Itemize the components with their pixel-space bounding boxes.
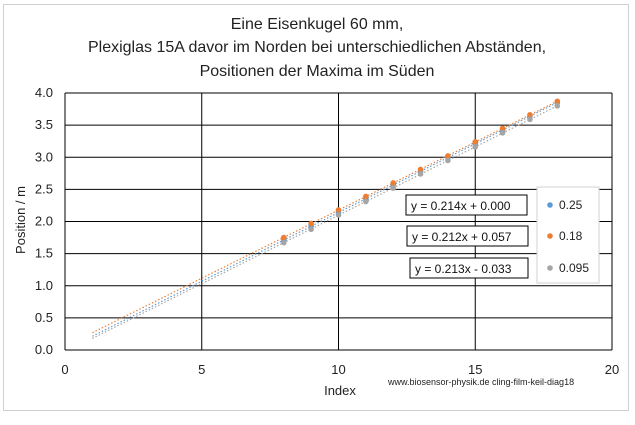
trendlines <box>92 100 558 339</box>
title-line-3: Positionen der Maxima im Süden <box>200 63 435 80</box>
y-tick-label: 1.0 <box>35 278 53 293</box>
y-axis-title: Position / m <box>13 186 28 254</box>
point-1-8 <box>499 125 506 132</box>
trendline-1 <box>92 100 558 334</box>
point-1-9 <box>527 112 533 118</box>
x-tick-label: 20 <box>605 362 619 377</box>
point-2-3 <box>363 198 369 205</box>
point-2-0 <box>281 239 287 246</box>
point-2-6 <box>445 157 451 164</box>
point-1-3 <box>363 193 369 200</box>
equation-box-2 <box>409 257 529 279</box>
legend-marker-1 <box>547 233 553 239</box>
point-1-7 <box>472 139 479 145</box>
trendline-0 <box>92 101 558 337</box>
point-1-5 <box>417 166 424 173</box>
y-tick-label: 1.5 <box>35 246 53 261</box>
point-1-4 <box>390 180 397 186</box>
y-tick-label: 2.5 <box>35 181 53 196</box>
equation-box-1 <box>406 225 529 247</box>
x-tick-label: 10 <box>331 362 345 377</box>
chart-title: Eine Eisenkugel 60 mm, Plexiglas 15A dav… <box>88 16 546 80</box>
point-1-0 <box>281 234 287 241</box>
title-line-2: Plexiglas 15A davor im Norden bei unters… <box>88 39 546 56</box>
title-line-1: Eine Eisenkugel 60 mm, <box>231 16 404 33</box>
equation-label-1: y = 0.212x + 0.057 <box>412 230 512 244</box>
equation-label-0: y = 0.214x + 0.000 <box>411 199 511 213</box>
legend-box <box>536 186 600 284</box>
legend-label-1: 0.18 <box>559 229 583 243</box>
point-1-6 <box>445 153 451 159</box>
point-2-8 <box>499 130 506 136</box>
point-2-5 <box>417 171 424 177</box>
equation-label-2: y = 0.213x - 0.033 <box>415 262 512 276</box>
equation-box-0 <box>405 194 528 216</box>
point-1-2 <box>335 207 342 213</box>
data-points <box>281 98 561 246</box>
point-1-10 <box>554 98 561 105</box>
trendline-2 <box>92 105 558 339</box>
x-axis-title: Index <box>324 383 356 398</box>
y-tick-label: 3.0 <box>35 149 53 164</box>
grid <box>64 92 613 351</box>
x-tick-label: 15 <box>468 362 482 377</box>
point-2-2 <box>335 212 342 218</box>
y-tick-label: 3.5 <box>35 117 53 132</box>
legend-label-2: 0.095 <box>559 261 589 275</box>
tick-labels: 0.0 0.5 1.0 1.5 2.0 2.5 3.0 3.5 4.0 0 5 10 15 20 <box>35 85 619 377</box>
y-tick-label: 4.0 <box>35 85 53 100</box>
x-tick-label: 0 <box>61 362 68 377</box>
y-tick-label: 0.5 <box>35 310 53 325</box>
legend-marker-2 <box>547 265 553 271</box>
y-tick-label: 0.0 <box>35 342 53 357</box>
credit-text: www.biosensor-physik.de cling-film-keil-… <box>387 377 574 387</box>
x-tick-label: 5 <box>198 362 205 377</box>
legend-marker-0 <box>547 202 553 208</box>
point-2-10 <box>554 103 561 109</box>
legend: 0.25 0.18 0.095 <box>536 186 600 284</box>
point-1-1 <box>308 220 314 227</box>
trendline-equations: y = 0.214x + 0.000 y = 0.212x + 0.057 y = … <box>405 194 529 279</box>
point-2-9 <box>527 116 533 123</box>
legend-label-0: 0.25 <box>559 198 583 212</box>
point-2-4 <box>390 185 397 191</box>
point-2-7 <box>472 144 479 150</box>
point-2-1 <box>308 226 314 233</box>
y-tick-label: 2.0 <box>35 214 53 229</box>
